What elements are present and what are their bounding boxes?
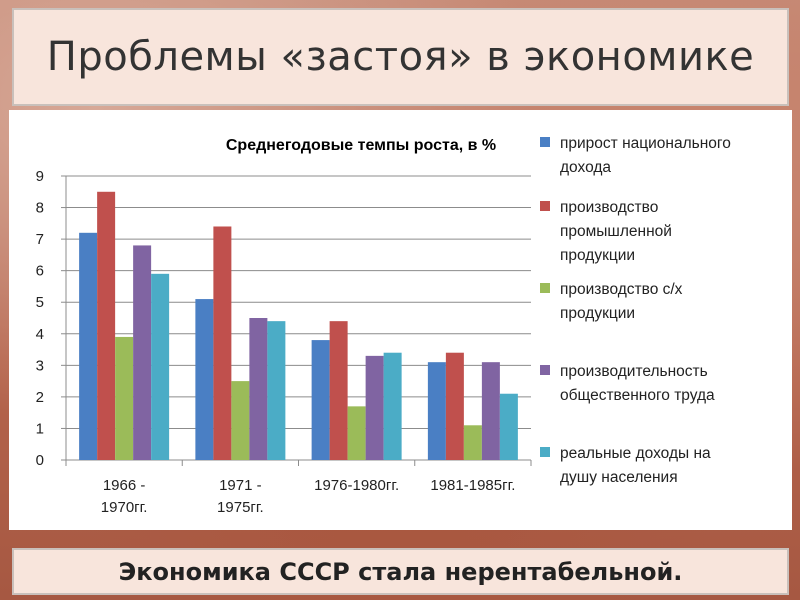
chart-title: Среднегодовые темпы роста, в % xyxy=(226,137,496,154)
bar xyxy=(267,321,286,460)
legend: прирост национального дохода производство п… xyxy=(540,135,731,486)
y-tick-label: 9 xyxy=(36,168,44,185)
bar xyxy=(427,362,446,460)
bar xyxy=(311,340,330,460)
y-tick-label: 3 xyxy=(36,357,44,374)
legend-label: производство с/х xyxy=(560,281,683,298)
bar xyxy=(445,352,464,460)
legend-label: продукции xyxy=(560,247,635,264)
x-tick-label: 1971 - xyxy=(219,477,262,494)
legend-label: прирост национального xyxy=(560,135,731,152)
bar xyxy=(213,226,232,460)
legend-label: дохода xyxy=(560,159,611,176)
bar xyxy=(97,191,116,460)
legend-swatch xyxy=(540,201,550,211)
y-tick-label: 4 xyxy=(36,326,44,343)
x-tick-label: 1981-1985гг. xyxy=(430,477,515,494)
x-tick-label: 1976-1980гг. xyxy=(314,477,399,494)
y-tick-label: 7 xyxy=(36,231,44,248)
chart-panel: Среднегодовые темпы роста, в % 0 1 2 3 4 5 6 7 8… xyxy=(9,110,792,530)
bar xyxy=(365,355,384,460)
bar xyxy=(249,318,268,460)
x-tick-label: 1975гг. xyxy=(217,499,264,516)
legend-label: производительность xyxy=(560,363,708,380)
legend-swatch xyxy=(540,137,550,147)
bar xyxy=(231,381,250,460)
legend-label: промышленной xyxy=(560,223,672,240)
legend-label: реальные доходы на xyxy=(560,445,711,462)
legend-label: продукции xyxy=(560,305,635,322)
conclusion-text: Экономика СССР стала нерентабельной. xyxy=(118,557,683,586)
y-tick-label: 6 xyxy=(36,263,44,280)
y-tick-label: 0 xyxy=(36,452,44,469)
bar xyxy=(347,406,366,460)
bar xyxy=(79,232,98,460)
x-tick-label: 1966 - xyxy=(103,477,146,494)
title-banner: Проблемы «застоя» в экономике xyxy=(12,8,789,106)
legend-swatch xyxy=(540,365,550,375)
bar xyxy=(481,362,500,460)
bars xyxy=(79,191,518,460)
bar xyxy=(115,336,134,460)
conclusion-banner: Экономика СССР стала нерентабельной. xyxy=(12,548,789,595)
legend-label: производство xyxy=(560,199,658,216)
bar xyxy=(195,299,214,460)
page-title: Проблемы «застоя» в экономике xyxy=(46,34,755,80)
y-tick-label: 2 xyxy=(36,389,44,406)
legend-label: душу населения xyxy=(560,469,678,486)
y-tick-label: 1 xyxy=(36,420,44,437)
legend-swatch xyxy=(540,447,550,457)
bar xyxy=(499,393,518,460)
legend-label: общественного труда xyxy=(560,387,715,404)
bar xyxy=(329,321,348,460)
bar xyxy=(383,352,402,460)
y-tick-label: 8 xyxy=(36,200,44,217)
legend-swatch xyxy=(540,283,550,293)
axes: 0 1 2 3 4 5 6 7 8 9 1966 - 1970гг. 1971 - 1975гг. 1976… xyxy=(36,168,532,516)
x-tick-label: 1970гг. xyxy=(101,499,148,516)
bar-chart: Среднегодовые темпы роста, в % 0 1 2 3 4 5 6 7 8… xyxy=(36,135,731,516)
bar xyxy=(151,273,170,460)
y-tick-label: 5 xyxy=(36,294,44,311)
bar xyxy=(133,245,152,460)
bar xyxy=(463,425,482,460)
